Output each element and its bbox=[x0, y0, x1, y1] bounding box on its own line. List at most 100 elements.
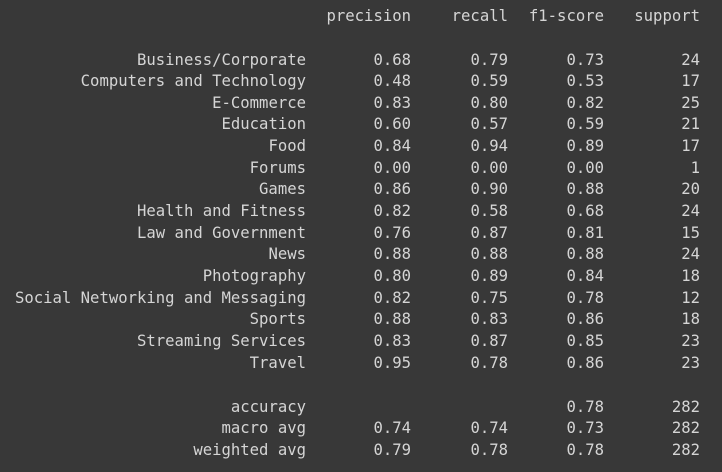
precision-value: 0.83 bbox=[373, 93, 411, 112]
precision-value: 0.68 bbox=[373, 50, 411, 69]
table-row: Social Networking and Messaging 0.82 0.75 0… bbox=[0, 288, 722, 308]
table-row: Sports 0.88 0.83 0.86 18 bbox=[0, 309, 722, 329]
class-label: News bbox=[268, 245, 306, 264]
table-row: Travel 0.95 0.78 0.86 23 bbox=[0, 353, 722, 373]
f1-score-value: 0.82 bbox=[566, 93, 604, 112]
table-row: Photography 0.80 0.89 0.84 18 bbox=[0, 266, 722, 286]
header-recall: recall bbox=[451, 7, 508, 25]
table-row: E-Commerce 0.83 0.80 0.82 25 bbox=[0, 93, 722, 113]
recall-value: 0.59 bbox=[470, 72, 508, 91]
summary-row: weighted avg 0.79 0.78 0.78 282 bbox=[0, 440, 722, 460]
support-value: 17 bbox=[681, 137, 700, 156]
f1-score-value: 0.59 bbox=[566, 115, 604, 134]
recall-value: 0.94 bbox=[470, 137, 508, 156]
f1-score-value: 0.88 bbox=[566, 180, 604, 199]
precision-value: 0.79 bbox=[373, 440, 411, 459]
support-value: 24 bbox=[681, 245, 700, 264]
header-support: support bbox=[634, 7, 700, 25]
recall-value: 0.57 bbox=[470, 115, 508, 134]
table-row: Health and Fitness 0.82 0.58 0.68 24 bbox=[0, 201, 722, 221]
recall-value: 0.58 bbox=[470, 202, 508, 221]
f1-score-value: 0.53 bbox=[566, 72, 604, 91]
table-row: Streaming Services 0.83 0.87 0.85 23 bbox=[0, 331, 722, 351]
report-header-row: precision recall f1-score support bbox=[0, 6, 722, 26]
table-row: Computers and Technology 0.48 0.59 0.53 17 bbox=[0, 71, 722, 91]
support-value: 24 bbox=[681, 202, 700, 221]
support-value: 17 bbox=[681, 72, 700, 91]
table-row: News 0.88 0.88 0.88 24 bbox=[0, 244, 722, 264]
f1-score-value: 0.84 bbox=[566, 267, 604, 285]
header-f1-score: f1-score bbox=[528, 7, 604, 25]
support-value: 15 bbox=[681, 223, 700, 242]
recall-value: 0.80 bbox=[470, 93, 508, 112]
support-value: 23 bbox=[681, 331, 700, 350]
f1-score-value: 0.86 bbox=[566, 353, 604, 372]
table-row: Law and Government 0.76 0.87 0.81 15 bbox=[0, 223, 722, 243]
precision-value: 0.86 bbox=[373, 180, 411, 199]
f1-score-value: 0.78 bbox=[566, 440, 604, 459]
precision-value: 0.88 bbox=[373, 310, 411, 329]
table-row: Food 0.84 0.94 0.89 17 bbox=[0, 136, 722, 156]
recall-value: 0.79 bbox=[470, 50, 508, 69]
precision-value: 0.84 bbox=[373, 137, 411, 156]
table-row: Education 0.60 0.57 0.59 21 bbox=[0, 114, 722, 134]
recall-value: 0.78 bbox=[470, 353, 508, 372]
precision-value: 0.83 bbox=[373, 331, 411, 350]
f1-score-value: 0.88 bbox=[566, 245, 604, 264]
precision-value: 0.95 bbox=[373, 353, 411, 372]
recall-value: 0.00 bbox=[470, 158, 508, 177]
support-value: 21 bbox=[681, 115, 700, 134]
f1-score-value: 0.85 bbox=[566, 331, 604, 350]
table-row: Business/Corporate 0.68 0.79 0.73 24 bbox=[0, 50, 722, 70]
recall-value: 0.87 bbox=[470, 223, 508, 242]
class-label: Photography bbox=[202, 267, 306, 285]
f1-score-value: 0.78 bbox=[566, 288, 604, 307]
support-value: 282 bbox=[671, 397, 700, 416]
support-value: 12 bbox=[681, 288, 700, 307]
recall-value: 0.74 bbox=[470, 419, 508, 438]
f1-score-value: 0.89 bbox=[566, 137, 604, 156]
support-value: 25 bbox=[681, 93, 700, 112]
precision-value: 0.76 bbox=[373, 223, 411, 242]
support-value: 282 bbox=[671, 440, 700, 459]
class-label: E-Commerce bbox=[212, 93, 306, 112]
precision-value: 0.00 bbox=[373, 158, 411, 177]
f1-score-value: 0.81 bbox=[566, 223, 604, 242]
support-value: 1 bbox=[690, 158, 700, 177]
class-label: weighted avg bbox=[193, 440, 306, 459]
precision-value: 0.74 bbox=[373, 419, 411, 438]
table-row: Forums 0.00 0.00 0.00 1 bbox=[0, 158, 722, 178]
class-label: Food bbox=[268, 137, 306, 156]
precision-value: 0.48 bbox=[373, 72, 411, 91]
summary-row: accuracy 0.78 282 bbox=[0, 397, 722, 417]
class-label: Law and Government bbox=[137, 223, 306, 242]
precision-value: 0.82 bbox=[373, 288, 411, 307]
recall-value: 0.88 bbox=[470, 245, 508, 264]
class-label: Social Networking and Messaging bbox=[14, 288, 306, 307]
precision-value: 0.80 bbox=[373, 267, 411, 285]
precision-value: 0.88 bbox=[373, 245, 411, 264]
f1-score-value: 0.73 bbox=[566, 419, 604, 438]
class-label: Business/Corporate bbox=[137, 50, 306, 69]
recall-value: 0.87 bbox=[470, 331, 508, 350]
class-label: macro avg bbox=[221, 419, 307, 438]
class-label: Education bbox=[221, 115, 307, 134]
f1-score-value: 0.00 bbox=[566, 158, 604, 177]
class-label: Health and Fitness bbox=[137, 202, 306, 221]
class-label: Travel bbox=[249, 353, 306, 372]
support-value: 23 bbox=[681, 353, 700, 372]
class-label: Streaming Services bbox=[137, 331, 306, 350]
precision-value: 0.60 bbox=[373, 115, 411, 134]
header-precision: precision bbox=[326, 7, 412, 25]
summary-row: macro avg 0.74 0.74 0.73 282 bbox=[0, 418, 722, 438]
recall-value: 0.89 bbox=[470, 267, 508, 285]
class-label: accuracy bbox=[230, 397, 306, 416]
class-label: Sports bbox=[249, 310, 306, 329]
recall-value: 0.78 bbox=[470, 440, 508, 459]
class-label: Computers and Technology bbox=[80, 72, 306, 91]
support-value: 18 bbox=[681, 310, 700, 329]
precision-value: 0.82 bbox=[373, 202, 411, 221]
class-label: Forums bbox=[249, 158, 306, 177]
support-value: 20 bbox=[681, 180, 700, 199]
